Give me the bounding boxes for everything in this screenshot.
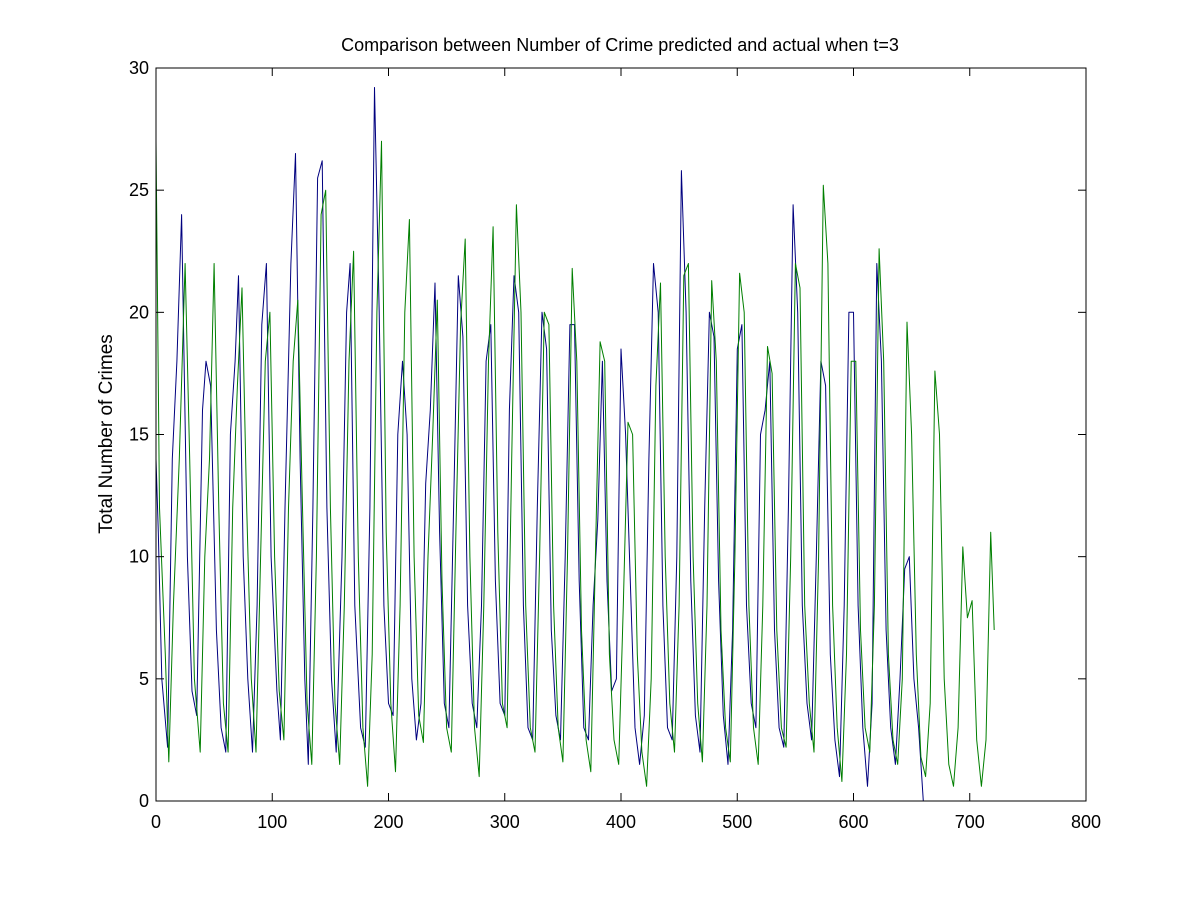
series-line-1 [155, 87, 924, 802]
y-tick-label: 5 [139, 669, 149, 689]
series-line-2 [155, 140, 995, 787]
x-tick-label: 100 [257, 812, 287, 832]
y-axis-label: Total Number of Crimes [96, 334, 117, 534]
x-tick-label: 600 [838, 812, 868, 832]
series-layer [155, 87, 995, 802]
x-tick-label: 800 [1071, 812, 1101, 832]
y-tick-label: 30 [129, 58, 149, 78]
chart-title: Comparison between Number of Crime predi… [341, 35, 899, 55]
y-tick-label: 15 [129, 425, 149, 445]
x-tick-label: 700 [955, 812, 985, 832]
x-tick-label: 200 [373, 812, 403, 832]
y-tick-label: 20 [129, 302, 149, 322]
y-tick-label: 25 [129, 180, 149, 200]
x-tick-label: 0 [151, 812, 161, 832]
x-tick-label: 500 [722, 812, 752, 832]
y-tick-label: 10 [129, 547, 149, 567]
y-tick-label: 0 [139, 791, 149, 811]
tick-layer: 0 100 200 300 400 500 600 700 800 0 5 10 15 20 25 30 [129, 58, 1101, 832]
x-tick-label: 300 [490, 812, 520, 832]
x-tick-label: 400 [606, 812, 636, 832]
